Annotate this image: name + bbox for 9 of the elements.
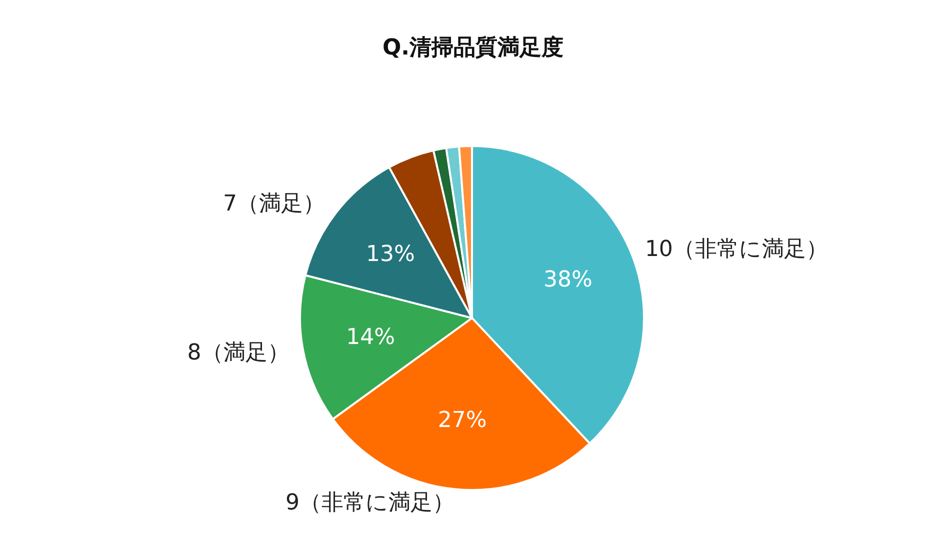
data-label: 14% (346, 324, 396, 350)
slice-label: 7（満足） (223, 192, 326, 216)
slice-label: 10（非常に満足） (644, 237, 828, 262)
data-label: 13% (366, 242, 415, 268)
slice-label: 8（満足） (187, 340, 290, 366)
data-label: 38% (544, 268, 592, 293)
slice-label: 9（非常に満足） (285, 490, 454, 516)
chart-title: Q.清掃品質満足度 (382, 34, 564, 60)
data-label: 27% (438, 408, 487, 434)
